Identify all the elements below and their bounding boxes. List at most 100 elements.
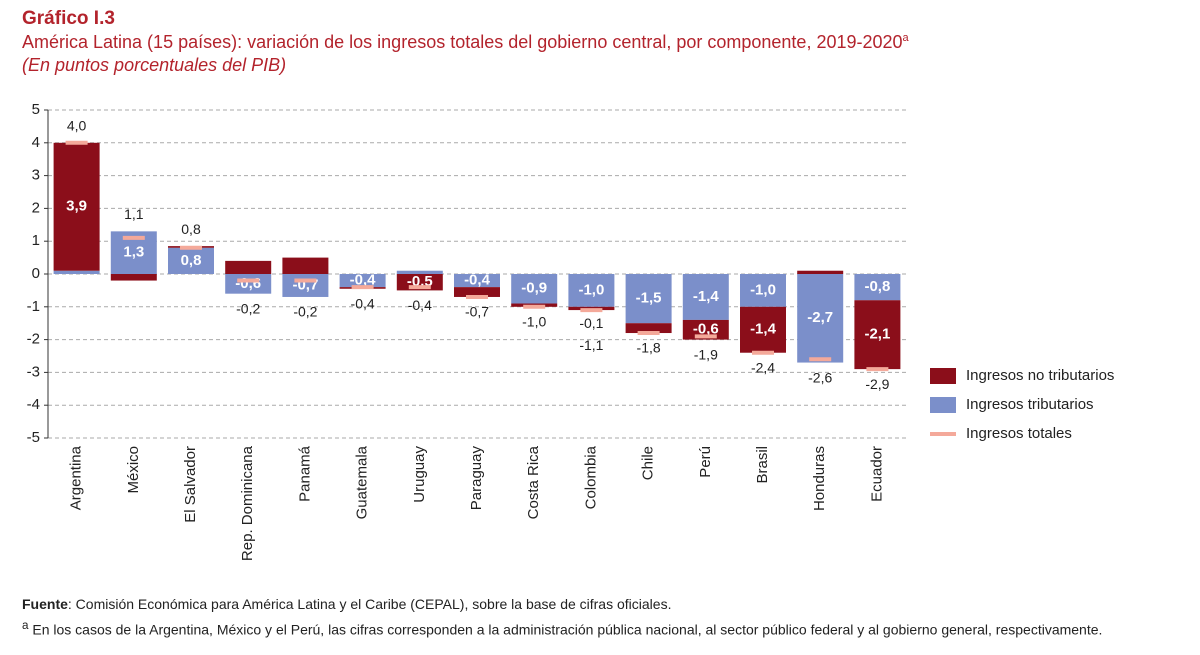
source-label: Fuente [22,596,68,612]
header: Gráfico I.3 América Latina (15 países): … [22,8,909,76]
value-label: 1,3 [123,244,144,261]
value-label: -1,4 [693,288,720,305]
bar-segment [53,142,100,271]
bar-segment [740,274,786,307]
value-label: -2,1 [864,326,890,343]
bar-segment [339,274,386,288]
bar-segment [53,270,100,274]
value-label: -0,6 [693,321,719,338]
bar-segment [511,274,558,304]
legend-label: Ingresos totales [966,425,1072,442]
bar-segment [682,274,729,320]
bar-segment [682,319,729,340]
value-label: -0,4 [464,272,491,289]
y-tick-label: -1 [27,298,40,315]
footnote-text: En los casos de la Argentina, México y e… [28,621,1103,638]
value-label: -0,8 [864,278,890,295]
x-tick-label: Brasil [754,446,771,484]
value-label: -0,4 [350,272,377,289]
value-label: 0,8 [181,252,202,269]
bar-segment [396,270,443,274]
total-label: 4,0 [67,118,87,134]
x-tick-label: Chile [640,446,657,480]
bar-segment [454,274,500,288]
chart-title: América Latina (15 países): variación de… [22,32,909,53]
title-text: América Latina (15 países): variación de… [22,32,903,52]
total-label: -2,6 [808,369,832,385]
x-tick-label: Honduras [811,446,828,511]
total-label: -0,4 [351,295,375,311]
value-label: 3,9 [66,198,87,215]
x-tick-label: El Salvador [182,446,199,523]
footer: Fuente: Comisión Económica para América … [22,594,1102,641]
total-label: -1,0 [522,314,546,330]
value-label: -2,7 [807,309,833,326]
total-label: -1,8 [637,340,661,356]
bar-segment [568,274,615,307]
x-tick-label: Costa Rica [525,445,542,519]
footnote-mark: a [22,619,29,632]
bar-segment [797,274,844,363]
bar-segment [396,274,443,291]
x-tick-label: Panamá [296,445,313,502]
bar-segment [225,274,272,294]
x-tick-label: Rep. Dominicana [239,445,256,561]
source-text: : Comisión Económica para América Latina… [67,596,672,612]
x-tick-label: Guatemala [354,445,371,519]
chart: -5 -4 -3 -2 -1 0 1 2 3 4 5 Argentina 3,9 4,0 México 1,3… [27,101,1115,561]
total-label: -1,1 [579,337,603,353]
total-label: 0,8 [181,221,201,237]
value-label: -1,0 [578,281,604,298]
value-label: -0,1 [579,315,603,331]
x-tick-label: Paraguay [468,446,485,511]
total-label: -0,4 [408,297,432,313]
bar-segment [454,287,500,297]
total-label: -2,9 [865,376,889,392]
bar-segment [625,323,672,334]
value-label: -1,5 [636,290,662,307]
legend-label: Ingresos no tributarios [966,367,1114,384]
value-label: -0,6 [235,275,261,292]
total-label: 1,1 [124,206,144,222]
x-tick-label: Argentina [68,445,85,510]
legend-label: Ingresos tributarios [966,396,1094,413]
bar-segment [225,260,272,274]
x-tick-label: Ecuador [868,446,885,502]
title-note: a [902,32,909,44]
x-tick-label: Perú [697,446,714,478]
bar-segment [625,274,672,324]
y-tick-label: 2 [32,199,40,216]
bar-segment [740,306,786,353]
y-tick-label: 3 [32,167,40,184]
value-label: -0,9 [521,280,547,297]
total-label: -0,7 [465,304,489,320]
y-tick-label: 5 [32,101,40,118]
chart-label: Gráfico I.3 [22,8,115,29]
total-label: -2,4 [751,359,775,375]
y-tick-label: -5 [27,429,40,446]
total-label: -0,2 [236,300,260,316]
bar-segment [797,270,844,274]
y-tick-label: 0 [32,265,40,282]
bar-segment [282,257,329,274]
x-tick-label: Colombia [582,445,599,509]
x-tick-label: Uruguay [411,446,428,503]
y-tick-label: -2 [27,331,40,348]
total-label: -0,2 [293,304,317,320]
legend-swatch [930,397,956,413]
bar-segment [282,274,329,297]
value-label: -1,0 [750,281,776,298]
footnote: a En los casos de la Argentina, México y… [22,615,1102,641]
y-tick-label: 4 [32,134,40,151]
y-tick-label: -3 [27,363,40,380]
source: Fuente: Comisión Económica para América … [22,594,1102,615]
value-label: -1,4 [750,321,777,338]
bar-segment [110,274,157,281]
x-tick-label: México [125,446,142,494]
y-tick-label: 1 [32,232,40,249]
legend-swatch [930,368,956,384]
total-label: -1,9 [694,346,718,362]
y-tick-label: -4 [27,396,40,413]
bar-segment [854,274,901,301]
